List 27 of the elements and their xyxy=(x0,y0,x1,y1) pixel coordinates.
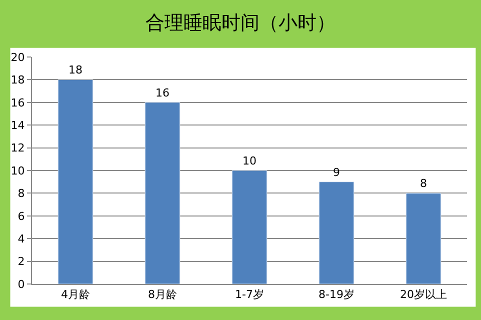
data-label: 16 xyxy=(156,86,170,100)
y-tick-label: 2 xyxy=(18,255,25,268)
y-tick-label: 16 xyxy=(10,96,25,110)
y-tick-label: 6 xyxy=(18,210,25,223)
bar xyxy=(58,79,94,284)
x-tick-label: 20岁以上 xyxy=(400,288,447,302)
y-tick-label: 10 xyxy=(10,164,25,178)
data-label: 8 xyxy=(420,177,427,190)
bar xyxy=(232,170,268,284)
data-label: 18 xyxy=(68,64,82,77)
x-tick-label: 1-7岁 xyxy=(235,288,264,302)
y-tick-label: 0 xyxy=(18,278,25,291)
x-tick-label: 8-19岁 xyxy=(318,288,354,302)
bar xyxy=(318,182,354,284)
data-label: 10 xyxy=(242,154,256,168)
y-tick-label: 12 xyxy=(10,142,25,155)
chart-title: 合理睡眠时间（小时） xyxy=(146,12,336,34)
bar xyxy=(406,192,442,284)
y-tick-label: 18 xyxy=(10,74,25,87)
bar xyxy=(144,102,180,284)
y-tick-label: 20 xyxy=(10,50,25,64)
y-tick-label: 4 xyxy=(18,232,25,246)
x-tick-label: 8月龄 xyxy=(148,288,177,302)
y-tick-label: 8 xyxy=(18,187,25,200)
y-tick-label: 14 xyxy=(10,118,25,132)
x-tick-label: 4月龄 xyxy=(61,288,90,302)
data-label: 9 xyxy=(333,166,340,179)
